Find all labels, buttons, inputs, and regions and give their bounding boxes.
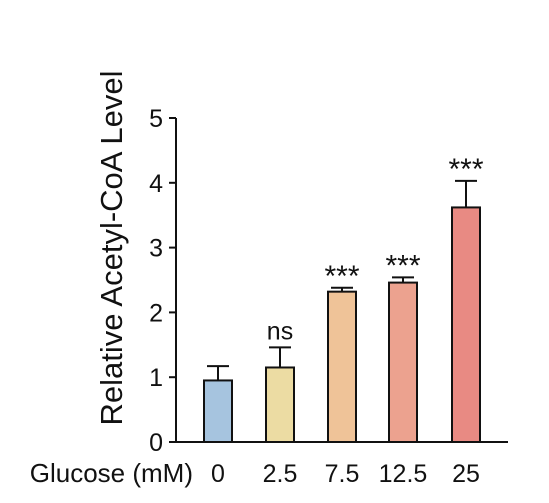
x-axis: 0 2.5 7.5 12.5 25 [175,441,508,488]
x-axis-label: Glucose (mM) [30,458,193,488]
error-bars-group [207,179,477,381]
x-tick-label: 12.5 [379,460,428,488]
y-tick-label: 1 [149,364,163,392]
bar [265,366,295,444]
y-tick-label: 5 [149,105,163,133]
significance-label: ns [267,317,293,345]
y-axis-label: Relative Acetyl-CoA Level [94,71,129,426]
bar [327,290,357,443]
x-tick-label: 0 [211,460,225,488]
significance-label: *** [324,260,359,293]
significance-labels-group: ns *** *** *** [267,153,484,346]
significance-label: *** [385,249,420,282]
y-tick-label: 2 [149,299,163,327]
x-tick-label: 2.5 [263,460,298,488]
bar [203,379,233,444]
x-tick-label: 25 [452,460,480,488]
y-axis: 0 1 2 3 4 5 [149,105,177,457]
bars-group [203,206,481,444]
y-tick-label: 0 [149,429,163,457]
bar [451,206,481,443]
x-tick-label: 7.5 [325,460,360,488]
y-tick-label: 4 [149,170,163,198]
y-tick-label: 3 [149,235,163,263]
bar [388,281,418,444]
significance-label: *** [448,153,483,186]
